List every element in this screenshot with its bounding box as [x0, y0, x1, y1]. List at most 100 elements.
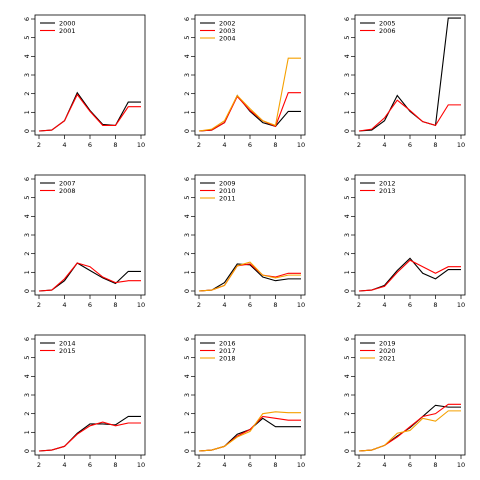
plot-frame [194, 174, 306, 296]
x-tick-label: 2 [357, 461, 361, 469]
x-tick-label: 6 [408, 461, 412, 469]
x-tick-label: 8 [433, 301, 437, 309]
y-tick-label: 4 [343, 54, 351, 58]
y-tick-label: 0 [343, 449, 351, 453]
y-tick-label: 2 [183, 412, 191, 416]
y-tick-label: 3 [343, 73, 351, 77]
y-tick-label: 0 [343, 289, 351, 293]
y-tick-label: 1 [23, 270, 31, 274]
x-tick-label: 2 [197, 301, 201, 309]
y-tick-label: 6 [183, 17, 191, 21]
y-tick-label: 6 [23, 177, 31, 181]
x-tick-label: 6 [408, 301, 412, 309]
y-tick-label: 4 [23, 214, 31, 218]
y-tick-label: 2 [183, 252, 191, 256]
y-tick-label: 3 [183, 233, 191, 237]
x-tick-label: 10 [137, 301, 145, 309]
series-line-2021 [358, 410, 461, 452]
x-tick-label: 10 [457, 141, 465, 149]
x-tick-label: 6 [88, 301, 92, 309]
y-tick-label: 2 [23, 92, 31, 96]
x-tick-label: 8 [433, 141, 437, 149]
legend-label: 2011 [219, 194, 236, 202]
x-tick-label: 4 [62, 141, 66, 149]
legend-label: 2002 [219, 19, 236, 27]
y-tick-label: 6 [23, 17, 31, 21]
series-line-2003 [198, 92, 301, 132]
series-line-2011 [198, 261, 301, 292]
y-tick-label: 5 [23, 36, 31, 40]
legend-label: 2008 [59, 187, 76, 195]
x-tick-label: 4 [382, 141, 386, 149]
x-tick-label: 2 [357, 141, 361, 149]
x-tick-label: 2 [197, 461, 201, 469]
x-tick-label: 4 [222, 141, 226, 149]
y-tick-label: 0 [343, 129, 351, 133]
y-tick-label: 3 [23, 233, 31, 237]
y-tick-label: 6 [343, 177, 351, 181]
y-tick-label: 0 [183, 129, 191, 133]
x-tick-label: 4 [62, 301, 66, 309]
x-tick-label: 4 [382, 461, 386, 469]
y-tick-label: 2 [343, 92, 351, 96]
legend-label: 2020 [379, 347, 396, 355]
y-tick-label: 3 [343, 393, 351, 397]
legend-label: 2004 [219, 34, 236, 42]
y-tick-label: 6 [183, 337, 191, 341]
y-tick-label: 2 [23, 252, 31, 256]
series-line-2001 [38, 93, 141, 132]
legend-label: 2014 [59, 339, 76, 347]
y-tick-label: 1 [183, 110, 191, 114]
x-tick-label: 4 [222, 301, 226, 309]
y-tick-label: 3 [23, 73, 31, 77]
y-tick-label: 6 [343, 17, 351, 21]
y-tick-label: 4 [183, 214, 191, 218]
y-tick-label: 2 [183, 92, 191, 96]
y-tick-label: 4 [183, 374, 191, 378]
y-tick-label: 2 [23, 412, 31, 416]
plot-frame [34, 334, 146, 456]
y-tick-label: 6 [343, 337, 351, 341]
y-tick-label: 5 [343, 196, 351, 200]
legend-label: 2001 [59, 27, 76, 35]
y-tick-label: 2 [343, 412, 351, 416]
y-tick-label: 4 [343, 374, 351, 378]
series-line-2016 [198, 417, 301, 452]
legend-label: 2021 [379, 354, 396, 362]
y-tick-label: 4 [23, 54, 31, 58]
y-tick-label: 0 [23, 129, 31, 133]
y-tick-label: 2 [343, 252, 351, 256]
x-tick-label: 4 [222, 461, 226, 469]
plot-frame [194, 334, 306, 456]
y-tick-label: 1 [343, 270, 351, 274]
x-tick-label: 8 [113, 301, 117, 309]
y-tick-label: 1 [183, 430, 191, 434]
series-line-2006 [358, 99, 461, 132]
y-tick-label: 0 [23, 449, 31, 453]
x-tick-label: 10 [297, 461, 305, 469]
x-tick-label: 4 [62, 461, 66, 469]
legend-label: 2010 [219, 187, 236, 195]
series-line-2010 [198, 263, 301, 292]
series-line-2005 [358, 17, 461, 132]
y-tick-label: 4 [183, 54, 191, 58]
x-tick-label: 6 [408, 141, 412, 149]
x-tick-label: 2 [37, 141, 41, 149]
x-tick-label: 10 [137, 461, 145, 469]
legend-label: 2000 [59, 19, 76, 27]
x-tick-label: 8 [113, 461, 117, 469]
series-line-2012 [358, 257, 461, 292]
legend-label: 2018 [219, 354, 236, 362]
series-line-2008 [38, 262, 141, 292]
y-tick-label: 4 [343, 214, 351, 218]
legend-label: 2007 [59, 179, 76, 187]
plot-frame [194, 14, 306, 136]
legend-label: 2012 [379, 179, 396, 187]
y-tick-label: 3 [23, 393, 31, 397]
